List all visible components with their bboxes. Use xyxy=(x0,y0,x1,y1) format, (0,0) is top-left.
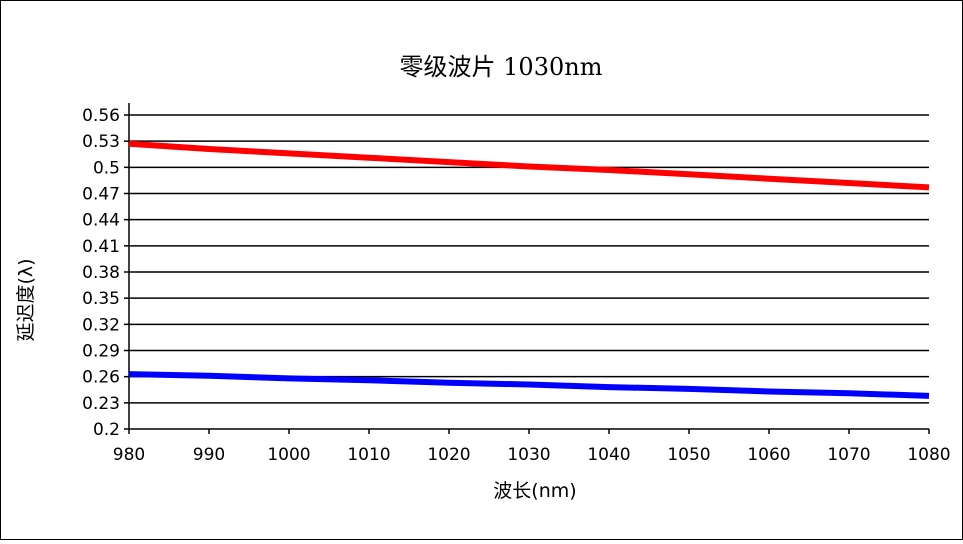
x-tick-label: 1000 xyxy=(267,445,310,465)
y-tick-label: 0.53 xyxy=(82,132,120,152)
x-tick-label: 1020 xyxy=(427,445,470,465)
y-tick-label: 0.2 xyxy=(93,420,120,440)
y-tick-label: 0.47 xyxy=(82,185,120,205)
x-tick-label: 1030 xyxy=(507,445,550,465)
x-tick-label: 980 xyxy=(113,445,145,465)
x-tick-label: 1050 xyxy=(667,445,710,465)
y-tick-label: 0.32 xyxy=(82,315,120,335)
y-tick-label: 0.44 xyxy=(82,211,120,231)
x-tick-label: 1070 xyxy=(827,445,870,465)
y-tick-label: 0.23 xyxy=(82,394,120,414)
y-tick-label: 0.29 xyxy=(82,342,120,362)
series-line-1 xyxy=(128,140,930,191)
series-line-2 xyxy=(128,371,930,399)
x-tick-label: 1010 xyxy=(347,445,390,465)
y-tick-label: 0.41 xyxy=(82,237,120,257)
y-tick-label: 0.38 xyxy=(82,263,120,283)
x-tick-label: 1080 xyxy=(907,445,950,465)
x-tick-label: 1040 xyxy=(587,445,630,465)
y-tick-label: 0.26 xyxy=(82,368,120,388)
x-tick-label: 1060 xyxy=(747,445,790,465)
x-axis-label: 波长(nm) xyxy=(493,480,576,502)
y-axis-label: 延迟度(λ) xyxy=(15,258,37,341)
chart-title: 零级波片 1030nm xyxy=(400,53,603,81)
y-tick-label: 0.56 xyxy=(82,106,120,126)
y-tick-label: 0.35 xyxy=(82,289,120,309)
y-tick-label: 0.5 xyxy=(93,158,120,178)
x-tick-label: 990 xyxy=(193,445,225,465)
